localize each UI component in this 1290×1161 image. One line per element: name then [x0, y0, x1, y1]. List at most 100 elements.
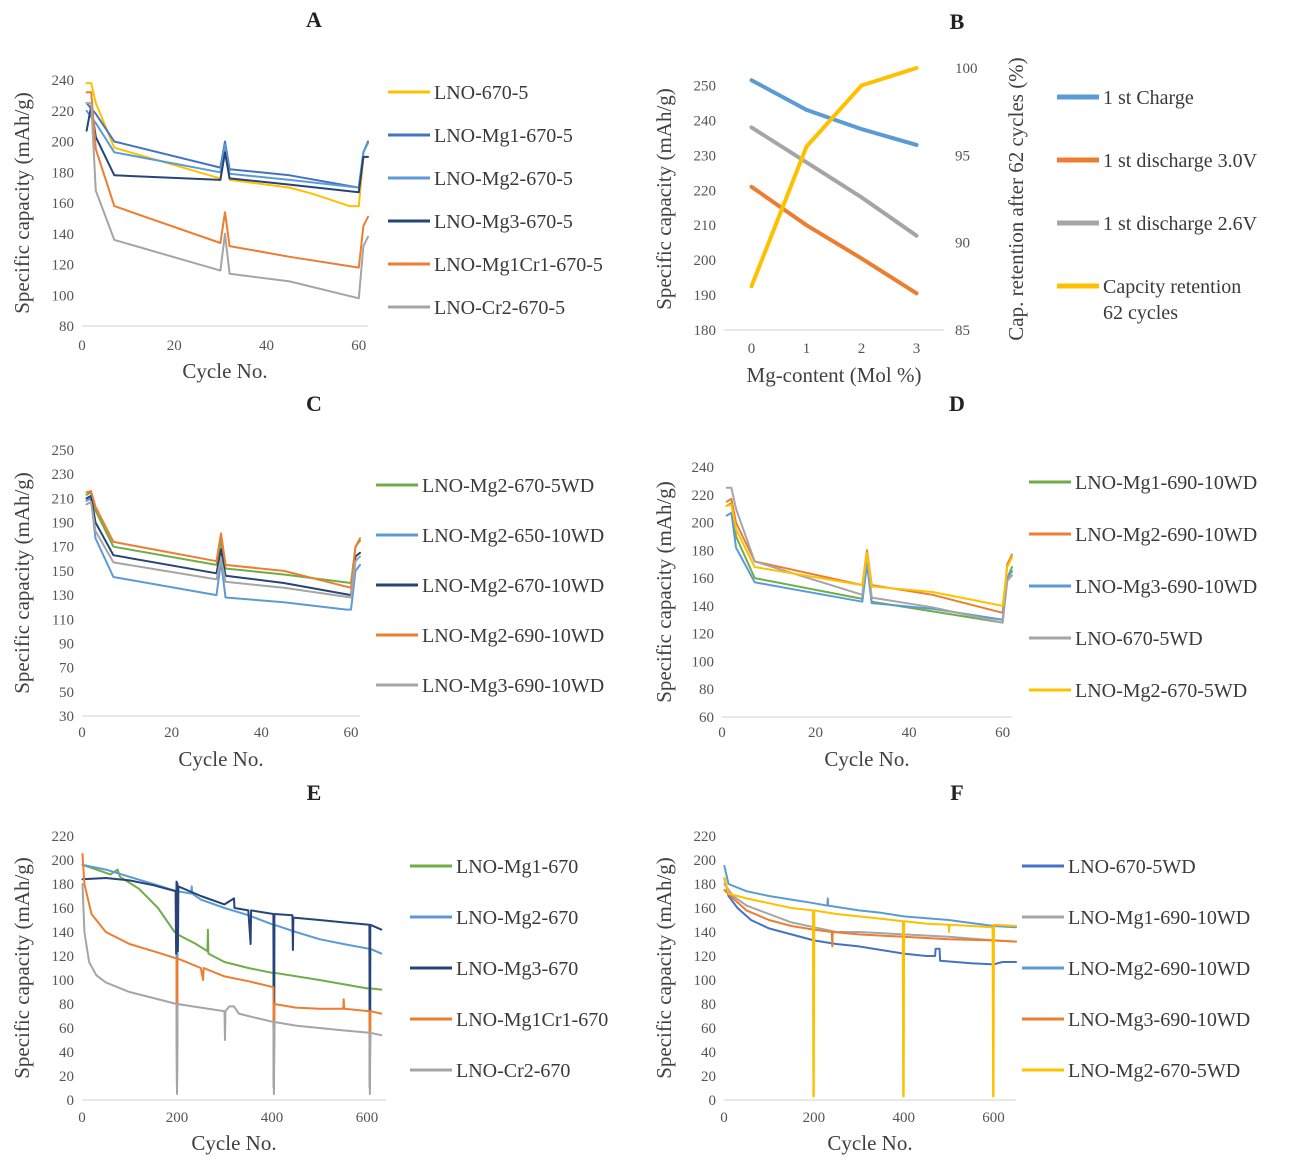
y-tick-label: 80 — [701, 997, 716, 1013]
x-tick-label: 40 — [254, 725, 269, 741]
panel-letter-a: A — [306, 7, 322, 32]
x-tick-label: 0 — [720, 1110, 728, 1126]
legend-entry-a-1: LNO-670-5 — [434, 82, 528, 104]
series-line-e-5 — [81, 883, 383, 1095]
panel-b: B 180 190 200 210 220 230 240 250 85 90 95 100 0 1 2 3 Mg… — [652, 9, 1258, 387]
y-tick-label: 50 — [59, 685, 74, 701]
y-axis-title-d: Specific capacity (mAh/g) — [652, 481, 676, 703]
x-tick-label: 40 — [259, 338, 274, 354]
y-tick-label: 80 — [699, 682, 714, 698]
legend-entry-b-1: 1 st Charge — [1103, 87, 1194, 109]
y-tick-label: 140 — [694, 925, 717, 941]
series-line-a-4 — [85, 105, 369, 194]
legend-entry-f-4: LNO-Mg3-690-10WD — [1068, 1009, 1250, 1031]
y2-tick-label: 85 — [955, 323, 970, 339]
y2-axis-title-b: Cap. retention after 62 cycles (%) — [1004, 57, 1028, 340]
series-line-d-4 — [725, 486, 1013, 624]
y-tick-label: 120 — [692, 627, 715, 643]
legend-entry-d-1: LNO-Mg1-690-10WD — [1075, 472, 1257, 494]
y2-tick-label: 90 — [955, 236, 970, 252]
x-tick-label: 2 — [858, 341, 866, 357]
x-tick-label: 400 — [892, 1110, 915, 1126]
y-tick-label: 80 — [59, 319, 74, 335]
y-tick-label: 160 — [692, 571, 715, 587]
x-tick-label: 60 — [995, 725, 1010, 741]
y-tick-label: 220 — [52, 829, 75, 845]
legend-entry-a-4: LNO-Mg3-670-5 — [434, 211, 573, 233]
panel-letter-b: B — [950, 9, 965, 34]
y-tick-label: 60 — [59, 1021, 74, 1037]
y-tick-label: 100 — [52, 288, 75, 304]
y-tick-label: 200 — [52, 135, 75, 151]
y-tick-label: 0 — [67, 1093, 75, 1109]
y-axis-title-e: Specific capacity (mAh/g) — [10, 857, 34, 1079]
y-tick-label: 240 — [694, 113, 717, 129]
y-tick-label: 120 — [52, 258, 75, 274]
y-tick-label: 40 — [701, 1045, 716, 1061]
y-tick-label: 250 — [694, 78, 717, 94]
series-line-f-4 — [723, 889, 1017, 948]
y-axis-title-b: Specific capacity (mAh/g) — [652, 88, 676, 310]
y-tick-label: 100 — [692, 654, 715, 670]
legend-entry-d-5: LNO-Mg2-670-5WD — [1075, 680, 1247, 702]
legend-entry-b-3: 1 st discharge 2.6V — [1103, 213, 1258, 235]
legend-entry-f-5: LNO-Mg2-670-5WD — [1068, 1060, 1240, 1082]
series-line-a-2 — [85, 102, 369, 189]
y-tick-label: 140 — [52, 227, 75, 243]
y-tick-label: 0 — [709, 1093, 717, 1109]
x-axis-title-f: Cycle No. — [827, 1131, 912, 1155]
legend-entry-e-5: LNO-Cr2-670 — [456, 1060, 570, 1082]
series-line-a-6 — [85, 102, 369, 300]
legend-entry-a-3: LNO-Mg2-670-5 — [434, 168, 573, 190]
legend-entry-e-1: LNO-Mg1-670 — [456, 856, 578, 878]
x-tick-label: 60 — [351, 338, 366, 354]
panel-letter-e: E — [307, 780, 322, 805]
legend-entry-c-2: LNO-Mg2-650-10WD — [422, 525, 604, 547]
y-axis-title-a: Specific capacity (mAh/g) — [10, 92, 34, 314]
y-tick-label: 180 — [52, 165, 75, 181]
legend-entry-a-5: LNO-Mg1Cr1-670-5 — [434, 254, 603, 276]
x-axis-title-d: Cycle No. — [824, 747, 909, 771]
y-tick-label: 210 — [52, 491, 75, 507]
y-tick-label: 40 — [59, 1045, 74, 1061]
legend-entry-e-3: LNO-Mg3-670 — [456, 958, 578, 980]
y-tick-label: 180 — [694, 323, 717, 339]
y-tick-label: 70 — [59, 661, 74, 677]
series-line-b-1 — [749, 78, 919, 147]
x-tick-label: 1 — [803, 341, 811, 357]
y-tick-label: 220 — [52, 104, 75, 120]
panel-letter-f: F — [950, 780, 963, 805]
legend-entry-c-5: LNO-Mg3-690-10WD — [422, 675, 604, 697]
panel-a: A 80 100 120 140 160 180 200 220 240 0 20 40 60 Cycle … — [10, 7, 603, 383]
series-line-f-5 — [723, 877, 1017, 1098]
series-line-e-3 — [81, 877, 383, 1089]
y-tick-label: 110 — [52, 612, 74, 628]
panel-d: D 60 80 100 120 140 160 180 200 220 240 0 20 40 60 Cycl… — [652, 391, 1257, 771]
y-tick-label: 240 — [52, 73, 75, 89]
y-tick-label: 230 — [694, 148, 717, 164]
y-tick-label: 130 — [52, 588, 75, 604]
x-tick-label: 40 — [902, 725, 917, 741]
legend-entry-f-1: LNO-670-5WD — [1068, 856, 1196, 878]
y-tick-label: 120 — [694, 949, 717, 965]
legend-entry-c-3: LNO-Mg2-670-10WD — [422, 575, 604, 597]
series-line-e-4 — [81, 853, 383, 1089]
legend-entry-f-3: LNO-Mg2-690-10WD — [1068, 958, 1250, 980]
y-tick-label: 160 — [52, 196, 75, 212]
y-tick-label: 90 — [59, 636, 74, 652]
x-tick-label: 200 — [166, 1110, 189, 1126]
x-tick-label: 0 — [78, 725, 86, 741]
y-tick-label: 180 — [692, 543, 715, 559]
y-tick-label: 60 — [699, 710, 714, 726]
y-tick-label: 60 — [701, 1021, 716, 1037]
panel-e: E 0 20 40 60 80 100 120 140 160 180 200 220 0 200 400 60… — [10, 780, 608, 1155]
x-axis-title-b: Mg-content (Mol %) — [747, 363, 922, 387]
y-tick-label: 180 — [694, 877, 717, 893]
y-tick-label: 20 — [701, 1069, 716, 1085]
x-tick-label: 3 — [913, 341, 921, 357]
series-line-a-5 — [85, 91, 369, 269]
legend-entry-a-6: LNO-Cr2-670-5 — [434, 297, 565, 319]
x-tick-label: 20 — [808, 725, 823, 741]
x-tick-label: 600 — [982, 1110, 1005, 1126]
